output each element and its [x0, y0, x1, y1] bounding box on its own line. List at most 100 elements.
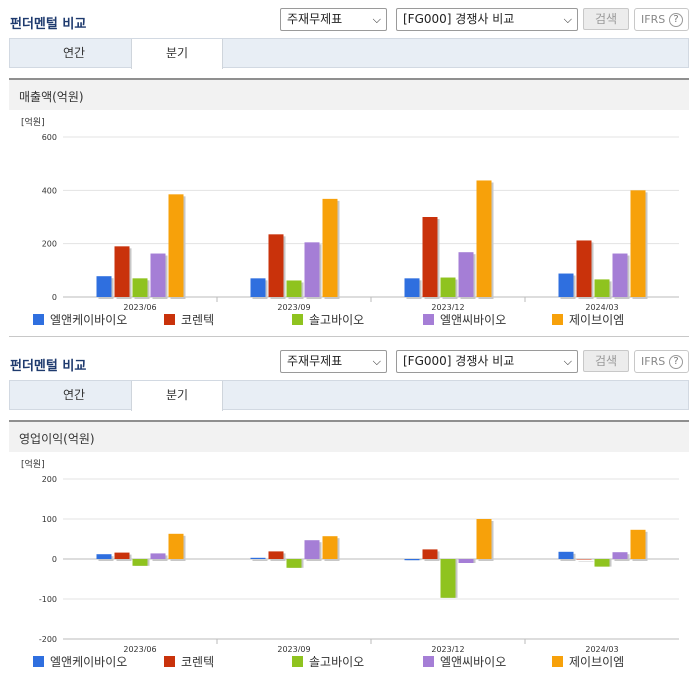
bar-솔고바이오-2023/06 [132, 559, 148, 566]
bar-솔고바이오-2023/12 [440, 277, 456, 297]
legend-item[interactable]: 엘앤케이바이오 [33, 313, 127, 327]
bar-엘앤케이바이오-2023/09 [250, 557, 266, 559]
legend-item[interactable]: 제이브이엠 [552, 655, 624, 669]
tab-quarterly[interactable]: 분기 [131, 381, 223, 411]
bar-제이브이엠-2023/06 [168, 533, 184, 559]
peer-group-select[interactable]: [FG000] 경쟁사 비교 ⌵ [396, 350, 578, 373]
chart-subtitle-bar: 영업이익(억원) [9, 422, 689, 452]
chevron-down-icon: ⌵ [372, 13, 381, 26]
legend-item[interactable]: 엘앤케이바이오 [33, 655, 127, 669]
period-tabs: 연간 분기 [9, 38, 689, 69]
legend-item[interactable]: 엘앤씨바이오 [423, 655, 506, 669]
bar-shadow [252, 559, 268, 561]
legend-item[interactable]: 코렌텍 [164, 313, 214, 327]
peer-group-select[interactable]: [FG000] 경쟁사 비교 ⌵ [396, 8, 578, 31]
bar-shadow [578, 561, 594, 562]
statement-select[interactable]: 주재무제표 ⌵ [280, 350, 387, 373]
bar-코렌텍-2023/09 [268, 551, 284, 559]
legend-label: 솔고바이오 [309, 655, 365, 669]
y-tick-label: 100 [42, 515, 57, 524]
y-tick-label: -100 [39, 595, 57, 604]
bar-코렌텍-2023/12 [422, 217, 438, 297]
legend-label: 엘앤씨바이오 [440, 313, 507, 327]
operating-profit-panel: 펀더멘털 비교 주재무제표 ⌵ [FG000] 경쟁사 비교 ⌵ 검색 IFRS… [0, 342, 696, 684]
bar-엘앤씨바이오-2023/06 [150, 253, 166, 297]
period-tabs: 연간 분기 [9, 380, 689, 411]
search-button[interactable]: 검색 [583, 8, 629, 30]
bar-엘앤케이바이오-2024/03 [558, 273, 574, 297]
x-tick-label: 2023/06 [123, 645, 156, 652]
panel-header: 펀더멘털 비교 주재무제표 ⌵ [FG000] 경쟁사 비교 ⌵ 검색 IFRS… [0, 0, 696, 38]
panel-bottom-rule [9, 336, 689, 337]
bar-솔고바이오-2023/09 [286, 280, 302, 297]
y-tick-label: 400 [42, 186, 57, 195]
legend-swatch [164, 314, 175, 325]
bar-엘앤씨바이오-2024/03 [612, 253, 628, 297]
bar-제이브이엠-2023/09 [322, 536, 338, 559]
statement-select[interactable]: 주재무제표 ⌵ [280, 8, 387, 31]
bar-솔고바이오-2023/06 [132, 278, 148, 297]
bar-코렌텍-2023/06 [114, 552, 130, 559]
bar-엘앤케이바이오-2024/03 [558, 551, 574, 559]
peer-group-select-value: [FG000] 경쟁사 비교 [403, 354, 515, 368]
legend-item[interactable]: 솔고바이오 [292, 313, 364, 327]
bar-엘앤케이바이오-2023/09 [250, 278, 266, 297]
bar-제이브이엠-2023/06 [168, 194, 184, 297]
ifrs-help-button[interactable]: IFRS ? [634, 350, 689, 373]
panel-title: 펀더멘털 비교 [10, 359, 87, 374]
statement-select-value: 주재무제표 [287, 354, 343, 368]
x-tick-label: 2023/09 [277, 303, 310, 310]
chart-subtitle: 영업이익(억원) [19, 432, 95, 446]
tab-annual[interactable]: 연간 [62, 46, 86, 60]
bar-엘앤씨바이오-2023/12 [458, 252, 474, 297]
legend-swatch [423, 314, 434, 325]
chart-subtitle: 매출액(억원) [19, 90, 84, 104]
bar-엘앤씨바이오-2024/03 [612, 552, 628, 559]
legend-swatch [292, 656, 303, 667]
legend-swatch [552, 314, 563, 325]
legend-item[interactable]: 엘앤씨바이오 [423, 313, 506, 327]
peer-group-select-value: [FG000] 경쟁사 비교 [403, 12, 515, 26]
legend-item[interactable]: 코렌텍 [164, 655, 214, 669]
panel-header: 펀더멘털 비교 주재무제표 ⌵ [FG000] 경쟁사 비교 ⌵ 검색 IFRS… [0, 342, 696, 380]
revenue-panel: 펀더멘털 비교 주재무제표 ⌵ [FG000] 경쟁사 비교 ⌵ 검색 IFRS… [0, 0, 696, 337]
x-tick-label: 2023/06 [123, 303, 156, 310]
legend-swatch [33, 656, 44, 667]
bar-제이브이엠-2023/12 [476, 519, 492, 559]
x-tick-label: 2024/03 [585, 645, 618, 652]
y-tick-label: 200 [42, 240, 57, 249]
help-icon: ? [669, 355, 683, 369]
bar-제이브이엠-2023/12 [476, 180, 492, 297]
section-divider [9, 420, 689, 422]
tab-annual[interactable]: 연간 [62, 388, 86, 402]
search-button[interactable]: 검색 [583, 350, 629, 372]
bar-엘앤케이바이오-2023/06 [96, 554, 112, 559]
legend-swatch [33, 314, 44, 325]
bar-솔고바이오-2024/03 [594, 559, 610, 567]
x-tick-label: 2024/03 [585, 303, 618, 310]
unit-label: [억원] [21, 116, 45, 128]
legend-label: 코렌텍 [181, 313, 215, 327]
help-icon: ? [669, 13, 683, 27]
legend-swatch [292, 314, 303, 325]
bar-코렌텍-2023/09 [268, 234, 284, 297]
bar-제이브이엠-2023/09 [322, 198, 338, 297]
bar-코렌텍-2023/06 [114, 246, 130, 297]
ifrs-label: IFRS [641, 13, 666, 26]
bar-솔고바이오-2023/12 [440, 559, 456, 598]
chevron-down-icon: ⌵ [372, 355, 381, 368]
legend-label: 제이브이엠 [569, 313, 625, 327]
chart-legend: 엘앤케이바이오 코렌텍 솔고바이오 엘앤씨바이오 제이브이엠 [33, 313, 683, 329]
y-tick-label: 0 [52, 555, 57, 564]
bar-제이브이엠-2024/03 [630, 529, 646, 559]
revenue-bar-chart: [억원] 0 200 400 600 2023/06 2023/09 2023/12 2024/… [21, 116, 679, 310]
ifrs-help-button[interactable]: IFRS ? [634, 8, 689, 31]
bar-솔고바이오-2024/03 [594, 279, 610, 297]
bar-코렌텍-2024/03 [576, 559, 592, 560]
bar-코렌텍-2024/03 [576, 240, 592, 297]
legend-item[interactable]: 제이브이엠 [552, 313, 624, 327]
tab-quarterly[interactable]: 분기 [131, 39, 223, 69]
bar-제이브이엠-2024/03 [630, 190, 646, 297]
legend-item[interactable]: 솔고바이오 [292, 655, 364, 669]
x-tick-label: 2023/12 [431, 645, 464, 652]
